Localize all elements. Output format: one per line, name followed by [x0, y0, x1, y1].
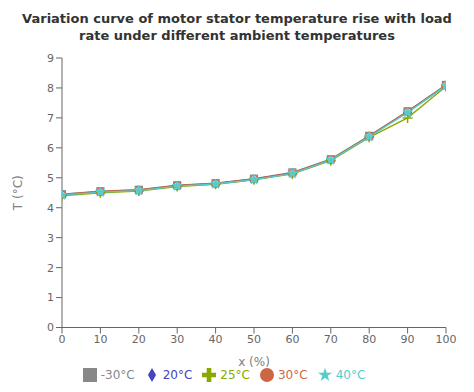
- html-text:20°C: 20°C: [162, 367, 193, 382]
- svg-text:4: 4: [47, 202, 54, 215]
- svg-text:0: 0: [47, 321, 54, 334]
- svg-text:100: 100: [436, 333, 457, 346]
- svg-text:2: 2: [47, 262, 54, 275]
- svg-text:8: 8: [47, 82, 54, 95]
- svg-text:x (%): x (%): [238, 355, 270, 369]
- svg-text:9: 9: [47, 52, 54, 65]
- svg-text:90: 90: [401, 333, 415, 346]
- html-text:rate under different ambient t: rate under different ambient temperature…: [79, 28, 395, 43]
- svg-text:7: 7: [47, 112, 54, 125]
- html-text:-30°C: -30°C: [100, 367, 135, 382]
- svg-text:6: 6: [47, 142, 54, 155]
- svg-text:80: 80: [362, 333, 376, 346]
- svg-text:3: 3: [47, 232, 54, 245]
- svg-text:50: 50: [247, 333, 261, 346]
- svg-text:60: 60: [285, 333, 299, 346]
- html-text:30°C: 30°C: [278, 367, 308, 382]
- svg-text:T (°C): T (°C): [11, 175, 25, 211]
- svg-text:30: 30: [170, 333, 184, 346]
- html-text:Variation curve of motor stato: Variation curve of motor stator temperat…: [22, 11, 452, 26]
- svg-text:1: 1: [47, 291, 54, 304]
- html-text:40°C: 40°C: [335, 367, 366, 382]
- svg-text:20: 20: [132, 333, 146, 346]
- svg-text:10: 10: [93, 333, 107, 346]
- svg-text:0: 0: [59, 333, 66, 346]
- svg-text:70: 70: [324, 333, 338, 346]
- svg-text:5: 5: [47, 172, 54, 185]
- svg-text:40: 40: [209, 333, 223, 346]
- html-text:25°C: 25°C: [220, 367, 250, 382]
